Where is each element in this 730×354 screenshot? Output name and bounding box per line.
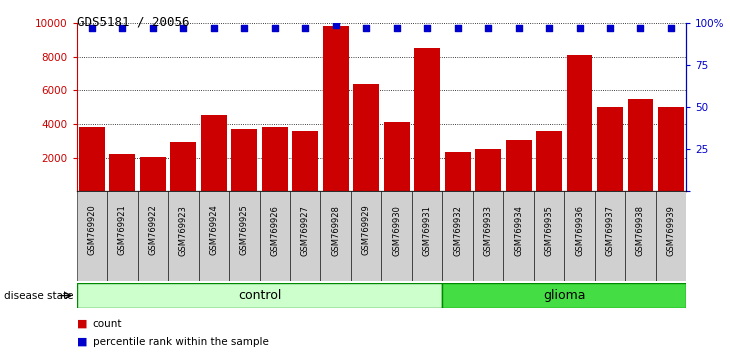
Text: control: control xyxy=(238,289,281,302)
FancyBboxPatch shape xyxy=(381,191,412,281)
Text: GSM769926: GSM769926 xyxy=(270,205,280,256)
Bar xyxy=(536,131,562,191)
Point xyxy=(512,25,524,31)
Bar xyxy=(384,122,410,191)
Bar xyxy=(292,131,318,191)
Text: GSM769934: GSM769934 xyxy=(514,205,523,256)
Text: GSM769933: GSM769933 xyxy=(483,205,493,256)
Point xyxy=(208,25,220,31)
Bar xyxy=(323,27,349,191)
Text: GSM769921: GSM769921 xyxy=(118,205,127,256)
Bar xyxy=(353,84,379,191)
Bar xyxy=(506,140,531,191)
FancyBboxPatch shape xyxy=(351,191,381,281)
Text: GSM769928: GSM769928 xyxy=(331,205,340,256)
Text: GSM769932: GSM769932 xyxy=(453,205,462,256)
Text: percentile rank within the sample: percentile rank within the sample xyxy=(93,337,269,347)
Text: GSM769938: GSM769938 xyxy=(636,205,645,256)
FancyBboxPatch shape xyxy=(534,191,564,281)
Text: GSM769923: GSM769923 xyxy=(179,205,188,256)
Text: GSM769937: GSM769937 xyxy=(605,205,615,256)
FancyBboxPatch shape xyxy=(107,191,137,281)
Point xyxy=(391,25,402,31)
Point xyxy=(665,25,677,31)
FancyBboxPatch shape xyxy=(260,191,290,281)
FancyBboxPatch shape xyxy=(656,191,686,281)
Text: GSM769925: GSM769925 xyxy=(239,205,249,256)
Point xyxy=(634,25,646,31)
Text: GSM769927: GSM769927 xyxy=(301,205,310,256)
Bar xyxy=(628,99,653,191)
Point xyxy=(147,25,158,31)
Text: glioma: glioma xyxy=(543,289,585,302)
FancyBboxPatch shape xyxy=(229,191,260,281)
Bar xyxy=(475,149,501,191)
Text: GSM769922: GSM769922 xyxy=(148,205,158,256)
FancyBboxPatch shape xyxy=(137,191,168,281)
Point xyxy=(269,25,280,31)
Text: GDS5181 / 20056: GDS5181 / 20056 xyxy=(77,16,189,29)
Text: GSM769920: GSM769920 xyxy=(88,205,96,256)
FancyBboxPatch shape xyxy=(625,191,656,281)
Text: disease state: disease state xyxy=(4,291,73,301)
FancyBboxPatch shape xyxy=(595,191,625,281)
Bar xyxy=(414,48,440,191)
FancyBboxPatch shape xyxy=(442,283,686,308)
Bar xyxy=(201,115,227,191)
Point xyxy=(452,25,464,31)
FancyBboxPatch shape xyxy=(564,191,595,281)
Point xyxy=(421,25,433,31)
FancyBboxPatch shape xyxy=(412,191,442,281)
FancyBboxPatch shape xyxy=(77,191,107,281)
FancyBboxPatch shape xyxy=(320,191,351,281)
Text: GSM769935: GSM769935 xyxy=(545,205,553,256)
Bar xyxy=(231,129,257,191)
Text: ■: ■ xyxy=(77,319,87,329)
Point xyxy=(117,25,128,31)
Text: ■: ■ xyxy=(77,337,87,347)
Bar xyxy=(170,142,196,191)
Point xyxy=(604,25,616,31)
FancyBboxPatch shape xyxy=(290,191,320,281)
Text: GSM769930: GSM769930 xyxy=(392,205,402,256)
Point xyxy=(239,25,250,31)
FancyBboxPatch shape xyxy=(503,191,534,281)
Text: GSM769936: GSM769936 xyxy=(575,205,584,256)
Point xyxy=(86,25,98,31)
Point xyxy=(177,25,189,31)
Point xyxy=(299,25,311,31)
Point xyxy=(574,25,585,31)
Bar xyxy=(597,107,623,191)
Bar xyxy=(79,127,105,191)
Bar xyxy=(566,55,593,191)
Bar xyxy=(445,153,471,191)
Text: GSM769939: GSM769939 xyxy=(666,205,675,256)
Point xyxy=(361,25,372,31)
Point xyxy=(483,25,494,31)
Bar xyxy=(140,157,166,191)
Bar xyxy=(262,127,288,191)
FancyBboxPatch shape xyxy=(473,191,503,281)
FancyBboxPatch shape xyxy=(442,191,473,281)
Text: count: count xyxy=(93,319,122,329)
Bar xyxy=(110,154,135,191)
Point xyxy=(543,25,555,31)
FancyBboxPatch shape xyxy=(77,283,442,308)
FancyBboxPatch shape xyxy=(168,191,199,281)
Text: GSM769931: GSM769931 xyxy=(423,205,431,256)
Text: GSM769924: GSM769924 xyxy=(210,205,218,256)
Point xyxy=(330,22,342,28)
Bar xyxy=(658,107,684,191)
Text: GSM769929: GSM769929 xyxy=(361,205,371,256)
FancyBboxPatch shape xyxy=(199,191,229,281)
